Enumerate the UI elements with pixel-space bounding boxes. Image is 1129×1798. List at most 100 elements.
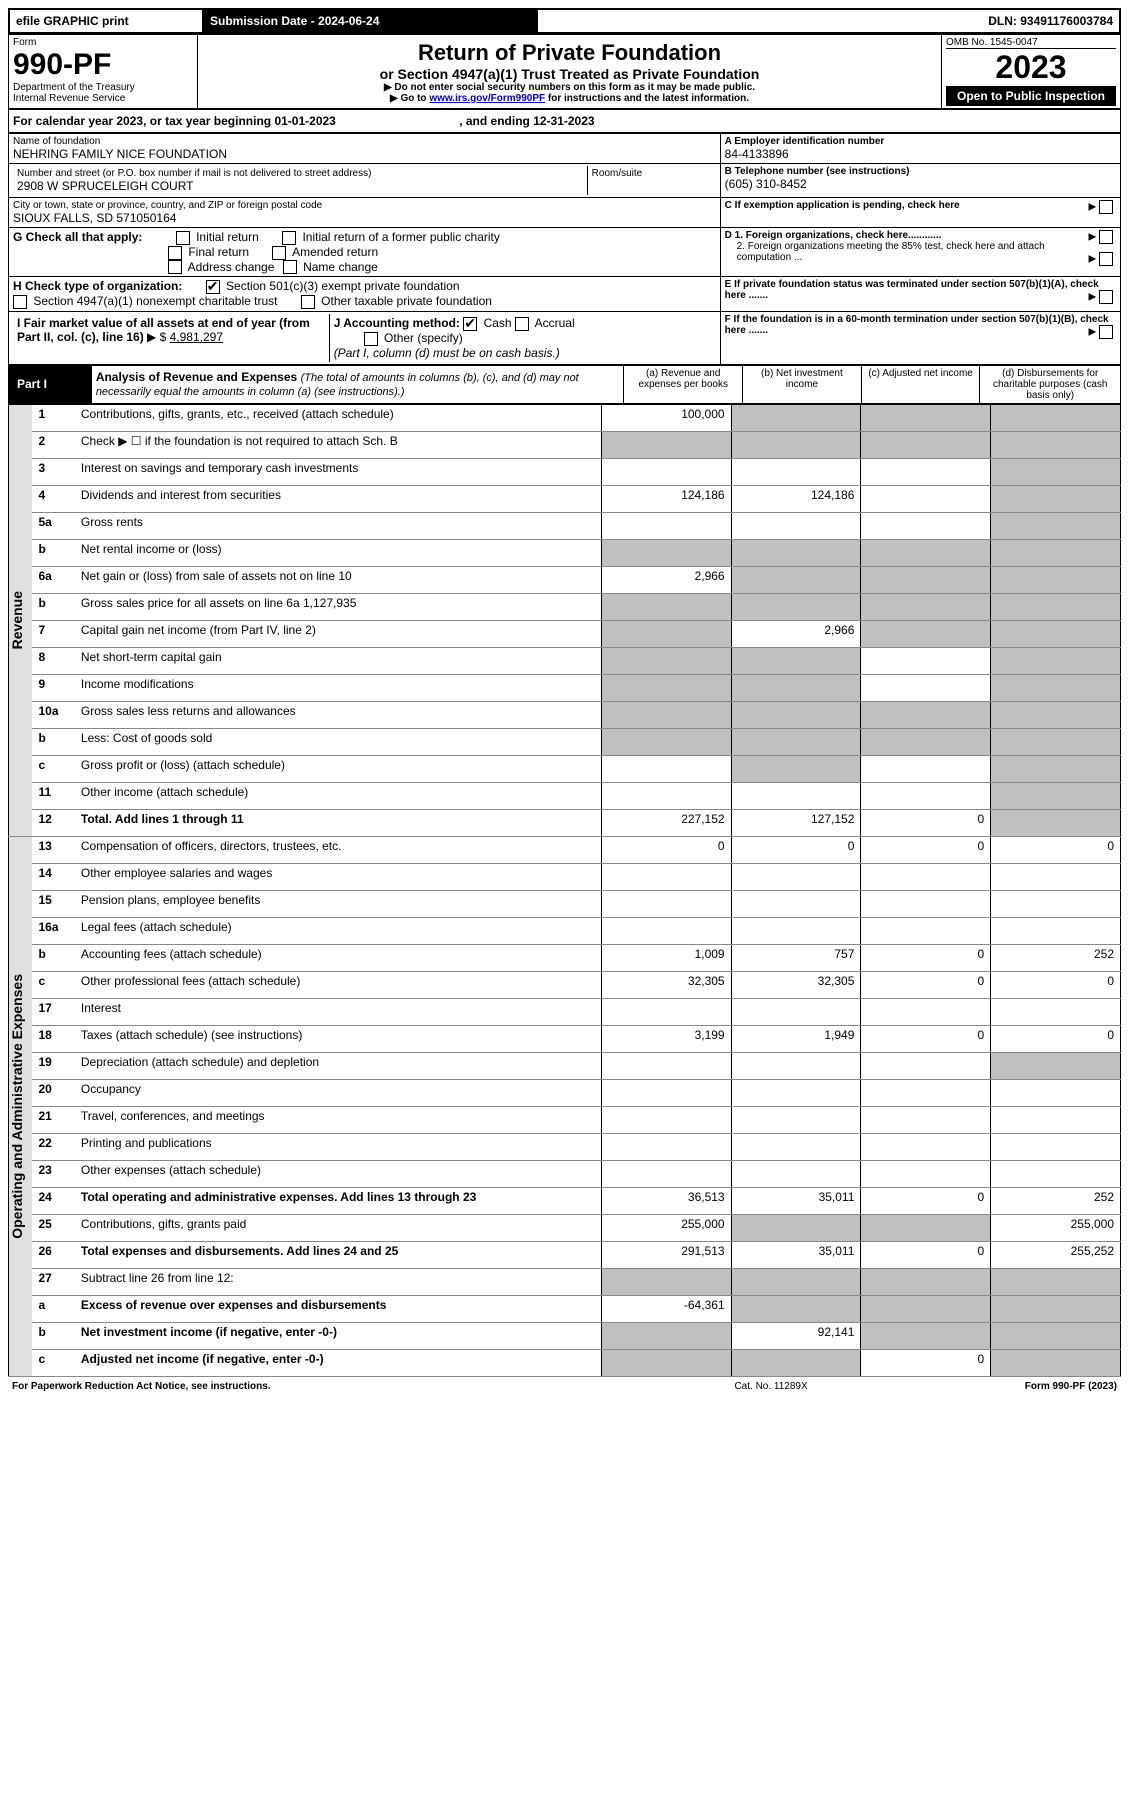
irs: Internal Revenue Service: [13, 93, 193, 104]
form-title: Return of Private Foundation: [202, 40, 937, 66]
value-cell: [731, 755, 861, 782]
part1-header: Part I Analysis of Revenue and Expenses …: [8, 365, 1121, 404]
g-final[interactable]: [168, 246, 182, 260]
value-cell: [991, 647, 1121, 674]
value-cell: 35,011: [731, 1241, 861, 1268]
line-number: 18: [32, 1025, 76, 1052]
value-cell: [991, 674, 1121, 701]
line-l10a: 10aGross sales less returns and allowanc…: [9, 701, 1121, 728]
value-cell: [861, 1079, 991, 1106]
ein-label: A Employer identification number: [725, 136, 1116, 147]
d2-checkbox[interactable]: [1099, 252, 1113, 266]
value-cell: [861, 1268, 991, 1295]
footer-mid: Cat. No. 11289X: [670, 1379, 872, 1394]
line-l27a: aExcess of revenue over expenses and dis…: [9, 1295, 1121, 1322]
value-cell: [991, 1295, 1121, 1322]
value-cell: 0: [991, 971, 1121, 998]
value-cell: [991, 917, 1121, 944]
value-cell: [731, 1160, 861, 1187]
value-cell: [991, 512, 1121, 539]
value-cell: [731, 1214, 861, 1241]
value-cell: 92,141: [731, 1322, 861, 1349]
note-link-pre: ▶ Go to: [390, 93, 429, 104]
g-amended[interactable]: [272, 246, 286, 260]
value-cell: 255,252: [991, 1241, 1121, 1268]
j-cash[interactable]: [463, 317, 477, 331]
note-link-post: for instructions and the latest informat…: [545, 93, 749, 104]
line-l26: 26Total expenses and disbursements. Add …: [9, 1241, 1121, 1268]
e-checkbox[interactable]: [1099, 290, 1113, 304]
g-initial-former[interactable]: [282, 231, 296, 245]
value-cell: [731, 593, 861, 620]
value-cell: [991, 890, 1121, 917]
g-initial[interactable]: [176, 231, 190, 245]
value-cell: [601, 782, 731, 809]
value-cell: 124,186: [601, 485, 731, 512]
h-501c3[interactable]: [206, 280, 220, 294]
line-l5b: bNet rental income or (loss): [9, 539, 1121, 566]
g-address[interactable]: [168, 260, 182, 274]
value-cell: [731, 1349, 861, 1376]
value-cell: [731, 512, 861, 539]
value-cell: [991, 998, 1121, 1025]
value-cell: 227,152: [601, 809, 731, 836]
j-accr-lbl: Accrual: [535, 316, 575, 330]
value-cell: [991, 404, 1121, 431]
part1-heading: Analysis of Revenue and Expenses: [96, 370, 297, 384]
value-cell: 0: [861, 1187, 991, 1214]
line-number: 13: [32, 836, 76, 863]
line-l8: 8Net short-term capital gain: [9, 647, 1121, 674]
line-l6b: bGross sales price for all assets on lin…: [9, 593, 1121, 620]
line-l10c: cGross profit or (loss) (attach schedule…: [9, 755, 1121, 782]
value-cell: [601, 647, 731, 674]
form-header: Form 990-PF Department of the Treasury I…: [8, 34, 1121, 109]
j-accrual[interactable]: [515, 317, 529, 331]
j-other[interactable]: [364, 332, 378, 346]
line-text: Check ▶ ☐ if the foundation is not requi…: [77, 431, 601, 458]
value-cell: [991, 431, 1121, 458]
line-number: b: [32, 1322, 76, 1349]
h-4947[interactable]: [13, 295, 27, 309]
line-number: 27: [32, 1268, 76, 1295]
section-gutter: Operating and Administrative Expenses: [9, 836, 33, 1376]
h-other-tax[interactable]: [301, 295, 315, 309]
d2-label: 2. Foreign organizations meeting the 85%…: [737, 241, 1045, 263]
g-opt-2: Final return: [188, 245, 249, 259]
line-number: 16a: [32, 917, 76, 944]
value-cell: [861, 485, 991, 512]
value-cell: 0: [601, 836, 731, 863]
line-text: Total operating and administrative expen…: [77, 1187, 601, 1214]
efile-print[interactable]: efile GRAPHIC print: [9, 9, 203, 33]
line-text: Printing and publications: [77, 1133, 601, 1160]
line-l12: 12Total. Add lines 1 through 11227,15212…: [9, 809, 1121, 836]
value-cell: [861, 620, 991, 647]
value-cell: 36,513: [601, 1187, 731, 1214]
value-cell: [991, 458, 1121, 485]
j-label: J Accounting method:: [334, 316, 460, 330]
value-cell: 124,186: [731, 485, 861, 512]
note-link: ▶ Go to www.irs.gov/Form990PF for instru…: [202, 93, 937, 104]
value-cell: [601, 728, 731, 755]
line-l17: 17Interest: [9, 998, 1121, 1025]
value-cell: [731, 998, 861, 1025]
value-cell: [861, 593, 991, 620]
calendar-year-row: For calendar year 2023, or tax year begi…: [8, 109, 1121, 133]
line-number: 15: [32, 890, 76, 917]
line-l19: 19Depreciation (attach schedule) and dep…: [9, 1052, 1121, 1079]
g-opt-3: Amended return: [292, 245, 378, 259]
value-cell: 32,305: [601, 971, 731, 998]
phone-label: B Telephone number (see instructions): [725, 166, 1116, 177]
ein-value: 84-4133896: [725, 147, 1116, 161]
col-c: (c) Adjusted net income: [861, 365, 980, 403]
c-checkbox[interactable]: [1099, 200, 1113, 214]
g-name[interactable]: [283, 260, 297, 274]
form990pf-link[interactable]: www.irs.gov/Form990PF: [429, 93, 545, 104]
value-cell: [861, 1052, 991, 1079]
line-text: Taxes (attach schedule) (see instruction…: [77, 1025, 601, 1052]
d1-label: D 1. Foreign organizations, check here..…: [725, 230, 942, 241]
value-cell: -64,361: [601, 1295, 731, 1322]
f-checkbox[interactable]: [1099, 325, 1113, 339]
value-cell: [601, 512, 731, 539]
value-cell: [731, 566, 861, 593]
d1-checkbox[interactable]: [1099, 230, 1113, 244]
